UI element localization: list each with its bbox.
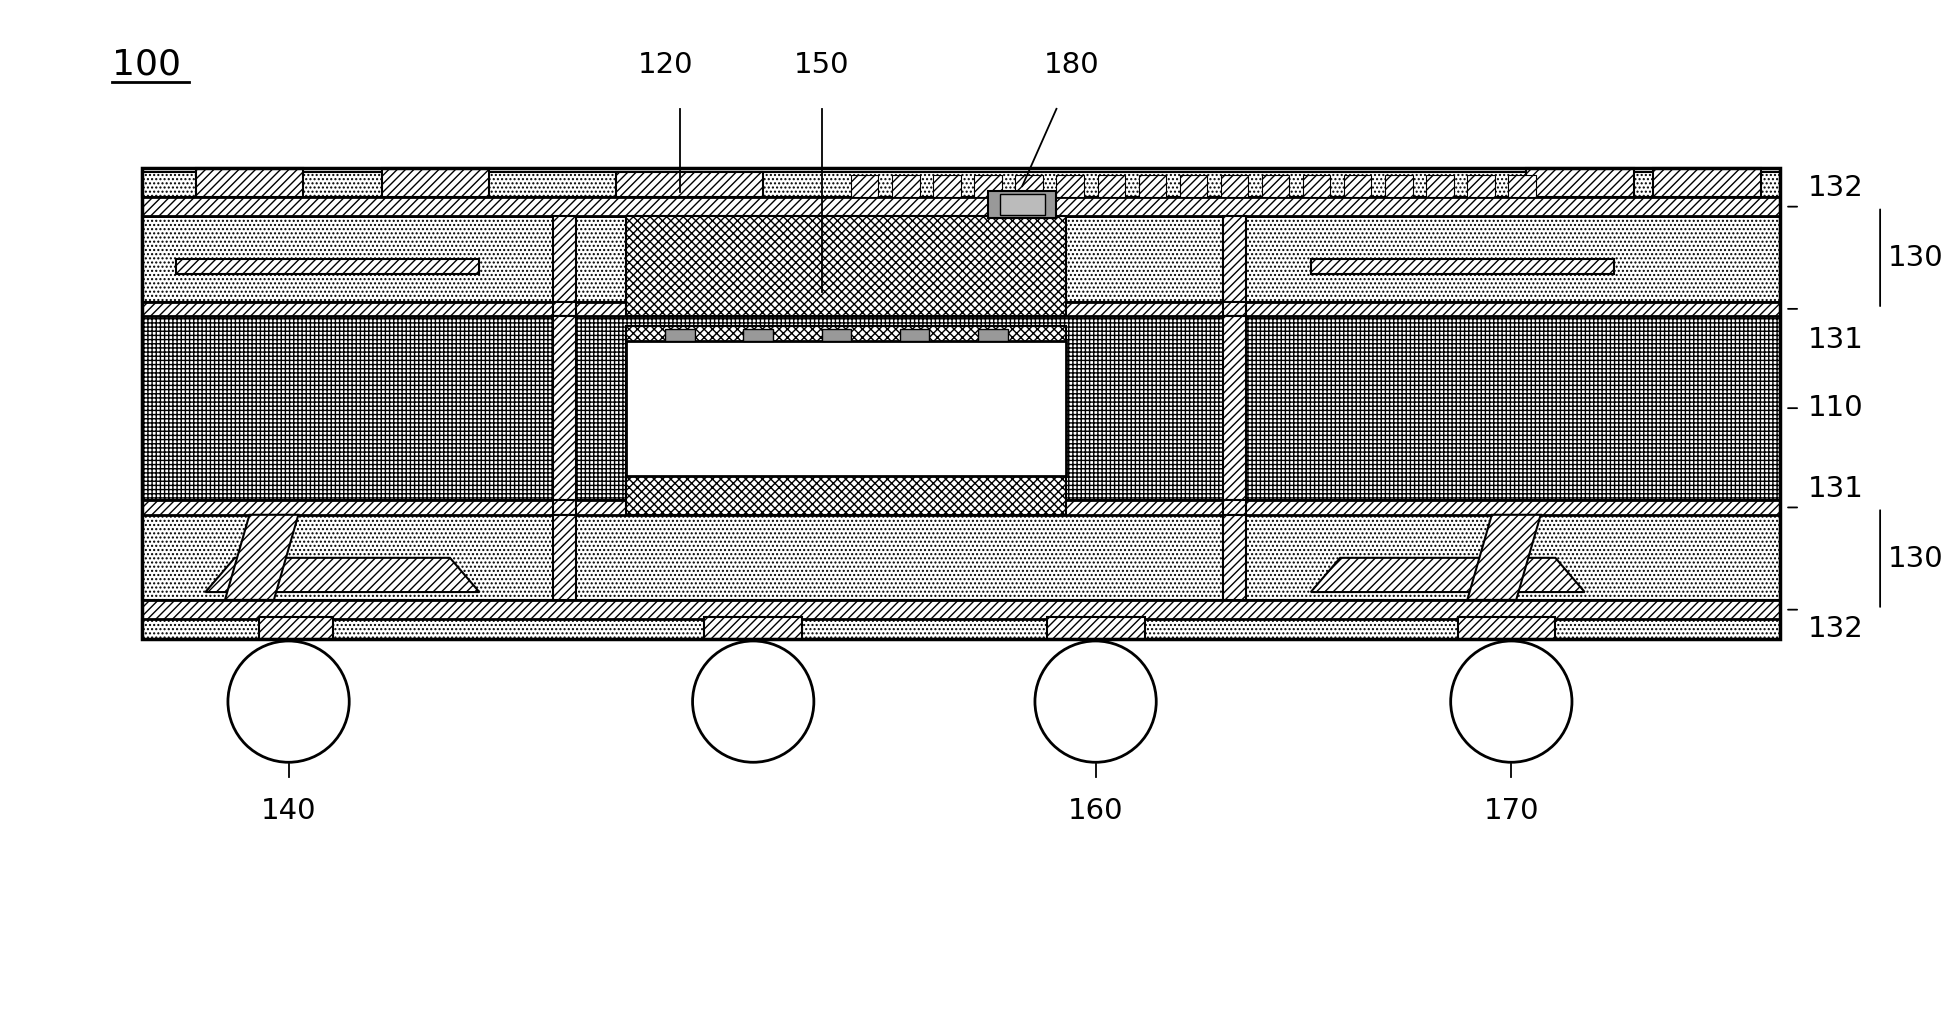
Polygon shape	[382, 168, 489, 197]
Polygon shape	[617, 173, 763, 197]
Polygon shape	[142, 515, 1780, 600]
Polygon shape	[1046, 617, 1145, 639]
Polygon shape	[142, 302, 1780, 316]
Text: 132: 132	[1807, 614, 1863, 642]
Polygon shape	[142, 216, 1780, 302]
Circle shape	[1450, 641, 1572, 763]
Polygon shape	[1427, 176, 1454, 197]
Polygon shape	[705, 617, 802, 639]
Text: 120: 120	[637, 52, 693, 80]
Polygon shape	[1180, 176, 1207, 197]
Polygon shape	[1310, 260, 1615, 274]
Polygon shape	[627, 340, 1066, 476]
Polygon shape	[934, 176, 961, 197]
Polygon shape	[901, 329, 930, 340]
Circle shape	[1035, 641, 1157, 763]
Polygon shape	[1097, 176, 1126, 197]
Polygon shape	[627, 326, 1066, 515]
Polygon shape	[1223, 316, 1246, 500]
Text: 131: 131	[1807, 326, 1863, 355]
Polygon shape	[553, 500, 576, 515]
Polygon shape	[1223, 515, 1246, 600]
Polygon shape	[1000, 194, 1044, 215]
Circle shape	[693, 641, 813, 763]
Polygon shape	[1508, 176, 1535, 197]
Text: 140: 140	[260, 797, 316, 824]
Polygon shape	[974, 176, 1002, 197]
Polygon shape	[177, 260, 479, 274]
Polygon shape	[553, 515, 576, 600]
Polygon shape	[1343, 176, 1372, 197]
Text: 131: 131	[1807, 475, 1863, 503]
Text: 150: 150	[794, 52, 850, 80]
Polygon shape	[1223, 216, 1246, 302]
Polygon shape	[1467, 176, 1495, 197]
Polygon shape	[225, 515, 299, 600]
Polygon shape	[893, 176, 920, 197]
Text: 100: 100	[113, 47, 182, 82]
Text: 132: 132	[1807, 174, 1863, 202]
Polygon shape	[1654, 168, 1760, 197]
Polygon shape	[1262, 176, 1289, 197]
Polygon shape	[666, 329, 695, 340]
Text: 180: 180	[1044, 52, 1099, 80]
Polygon shape	[553, 316, 576, 500]
Polygon shape	[988, 191, 1056, 218]
Polygon shape	[260, 617, 332, 639]
Polygon shape	[978, 329, 1007, 340]
Polygon shape	[553, 216, 576, 302]
Polygon shape	[1386, 176, 1413, 197]
Polygon shape	[1310, 558, 1584, 592]
Polygon shape	[142, 197, 1780, 216]
Polygon shape	[1458, 617, 1555, 639]
Polygon shape	[1139, 176, 1167, 197]
Polygon shape	[627, 476, 1066, 500]
Polygon shape	[627, 216, 1066, 316]
Polygon shape	[142, 197, 1780, 216]
Text: 110: 110	[1807, 394, 1863, 422]
Text: 130: 130	[1889, 243, 1941, 272]
Text: 130: 130	[1889, 544, 1941, 573]
Polygon shape	[196, 168, 303, 197]
Polygon shape	[142, 619, 1780, 639]
Polygon shape	[1302, 176, 1330, 197]
Polygon shape	[142, 600, 1780, 619]
Polygon shape	[743, 329, 773, 340]
Polygon shape	[1015, 176, 1042, 197]
Polygon shape	[1467, 515, 1541, 600]
Polygon shape	[142, 500, 1780, 515]
Polygon shape	[206, 558, 479, 592]
Polygon shape	[1223, 500, 1246, 515]
Text: 170: 170	[1483, 797, 1539, 824]
Circle shape	[227, 641, 349, 763]
Polygon shape	[553, 302, 576, 316]
Polygon shape	[1223, 302, 1246, 316]
Polygon shape	[142, 316, 1780, 500]
Polygon shape	[850, 176, 879, 197]
Polygon shape	[1221, 176, 1248, 197]
Text: 160: 160	[1068, 797, 1124, 824]
Polygon shape	[1056, 176, 1083, 197]
Polygon shape	[821, 329, 850, 340]
Polygon shape	[142, 173, 1780, 197]
Polygon shape	[1526, 168, 1634, 197]
